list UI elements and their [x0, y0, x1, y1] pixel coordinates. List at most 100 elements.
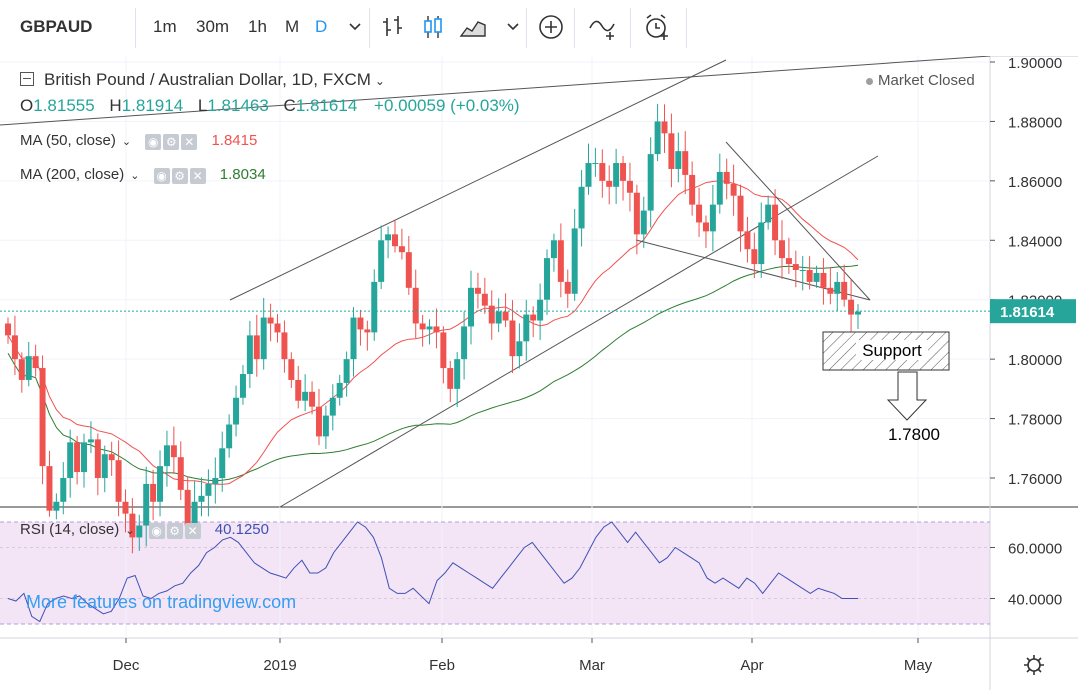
- candle-body: [364, 329, 371, 333]
- candle-body: [198, 495, 205, 502]
- eye-icon[interactable]: ◉: [148, 522, 165, 539]
- candle-body: [350, 317, 357, 360]
- candle-body: [813, 272, 820, 282]
- market-status-text: Market Closed: [878, 72, 975, 89]
- down-arrow-annotation[interactable]: 1.7800: [886, 371, 940, 444]
- candle-body: [640, 210, 647, 235]
- candle-body: [682, 151, 689, 175]
- time-tick-label: May: [904, 657, 933, 674]
- interval-month-button[interactable]: M: [285, 17, 300, 36]
- candle-body: [578, 186, 585, 229]
- candles-icon[interactable]: [418, 12, 448, 42]
- chart-legend-title[interactable]: British Pound / Australian Dollar, 1D, F…: [20, 70, 385, 90]
- candle-body: [454, 359, 461, 389]
- gear-icon[interactable]: ⚙: [166, 522, 183, 539]
- rsi-axis[interactable]: 60.0000 40.0000: [990, 541, 1062, 609]
- price-pane[interactable]: [0, 56, 990, 507]
- candle-body: [122, 501, 129, 514]
- candle-body: [108, 454, 115, 461]
- candle-body: [260, 317, 267, 360]
- toolbar-divider: [369, 8, 370, 48]
- chevron-down-icon[interactable]: [498, 12, 528, 42]
- candle-body: [246, 335, 253, 374]
- candle-body: [233, 397, 240, 425]
- candle-body: [647, 154, 654, 211]
- candle-body: [309, 391, 316, 407]
- candle-body: [737, 195, 744, 232]
- market-status: Market Closed: [866, 72, 975, 89]
- candle-body: [67, 442, 74, 478]
- candle-body: [834, 281, 841, 294]
- toolbar-divider: [630, 8, 631, 48]
- chart-area[interactable]: 1.900001.880001.860001.840001.820001.800…: [0, 55, 1078, 690]
- chevron-down-icon[interactable]: ⌄: [125, 525, 135, 537]
- close-icon[interactable]: ✕: [181, 133, 198, 150]
- interval-day-button[interactable]: D: [315, 17, 328, 36]
- rsi-path: [7, 521, 858, 623]
- candle-body: [184, 489, 191, 526]
- candle-body: [585, 163, 592, 187]
- candle-body: [440, 332, 447, 369]
- close-value: 1.81614: [295, 96, 358, 115]
- rsi-legend[interactable]: RSI (14, close) ⌄ ◉ ⚙ ✕ 40.1250: [20, 521, 269, 539]
- rsi-value: 40.1250: [214, 521, 269, 538]
- candle-body: [274, 323, 281, 333]
- indicators-icon[interactable]: [588, 12, 618, 42]
- area-icon[interactable]: [458, 12, 488, 42]
- chevron-down-icon[interactable]: ⌄: [374, 74, 385, 88]
- price-tick-label: 1.86000: [1008, 174, 1062, 191]
- eye-icon[interactable]: ◉: [145, 133, 162, 150]
- candle-body: [101, 454, 108, 478]
- candle-body: [136, 525, 143, 538]
- ma200-value: 1.8034: [219, 166, 266, 183]
- alert-icon[interactable]: [642, 12, 672, 42]
- interval-1m-button[interactable]: 1m: [153, 17, 177, 36]
- watermark-text[interactable]: More features on tradingview.com: [26, 592, 296, 612]
- interval-30m-button[interactable]: 30m: [196, 17, 230, 36]
- trendlines[interactable]: [0, 55, 991, 508]
- candle-body: [81, 442, 88, 473]
- legend-collapse-icon[interactable]: [20, 71, 34, 86]
- chevron-down-icon[interactable]: ⌄: [121, 136, 132, 148]
- candle-body: [461, 326, 468, 360]
- candle-body: [212, 478, 219, 484]
- candle-body: [150, 483, 157, 502]
- bar-style-icon[interactable]: [378, 12, 408, 42]
- price-chart-svg[interactable]: 1.900001.880001.860001.840001.820001.800…: [0, 55, 1078, 690]
- candle-body: [391, 234, 398, 247]
- candle-body: [488, 305, 495, 324]
- chevron-down-icon[interactable]: [340, 12, 370, 42]
- price-tick-label: 1.90000: [1008, 56, 1062, 72]
- last-price-label: 1.81614: [1000, 304, 1055, 321]
- settings-gear-icon[interactable]: [1024, 655, 1044, 675]
- candle-body: [87, 439, 94, 443]
- candle-body: [32, 356, 39, 369]
- ma50-line: [7, 180, 859, 485]
- gear-icon[interactable]: ⚙: [171, 167, 188, 184]
- candle-body: [785, 258, 792, 265]
- support-annotation[interactable]: Support: [822, 331, 950, 371]
- ma200-legend[interactable]: MA (200, close) ⌄ ◉ ⚙ ✕ 1.8034: [20, 166, 266, 184]
- ma50-legend[interactable]: MA (50, close) ⌄ ◉ ⚙ ✕ 1.8415: [20, 132, 257, 150]
- gear-icon[interactable]: ⚙: [163, 133, 180, 150]
- candle-body: [654, 121, 661, 155]
- close-icon[interactable]: ✕: [189, 167, 206, 184]
- candle-body: [371, 281, 378, 333]
- rsi-tick-label: 60.0000: [1008, 541, 1062, 558]
- interval-1h-button[interactable]: 1h: [248, 17, 267, 36]
- time-axis[interactable]: Dec 2019 Feb Mar Apr May: [113, 638, 933, 674]
- close-icon[interactable]: ✕: [184, 522, 201, 539]
- chevron-down-icon[interactable]: ⌄: [130, 170, 140, 182]
- candle-body: [799, 270, 806, 271]
- candle-body: [39, 368, 46, 467]
- price-axis[interactable]: 1.900001.880001.860001.840001.820001.800…: [0, 55, 1076, 488]
- add-compare-icon[interactable]: [536, 12, 566, 42]
- last-price-tag: [990, 299, 1076, 324]
- eye-icon[interactable]: ◉: [153, 167, 170, 184]
- open-label: O: [20, 96, 34, 115]
- candle-body: [626, 180, 633, 193]
- symbol-search-button[interactable]: GBPAUD: [20, 17, 93, 36]
- candle-body: [322, 415, 329, 437]
- candle-body: [163, 445, 170, 467]
- candle-body: [841, 281, 848, 300]
